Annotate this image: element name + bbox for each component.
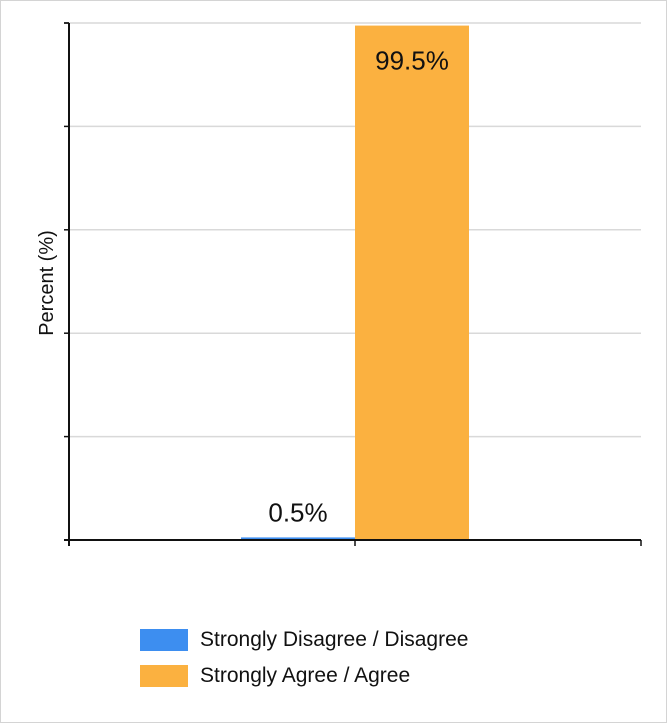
legend-swatch-disagree (140, 629, 188, 651)
legend: Strongly Disagree / Disagree Strongly Ag… (140, 627, 468, 699)
y-axis-label: Percent (%) (36, 230, 58, 336)
bars (241, 25, 469, 540)
data-label-agree: 99.5% (375, 46, 449, 76)
legend-label-agree: Strongly Agree / Agree (200, 664, 411, 687)
bar-disagree (241, 537, 355, 540)
bar-agree (355, 25, 469, 540)
data-labels: 0.5% 99.5% (268, 46, 449, 528)
legend-item-agree: Strongly Agree / Agree (140, 663, 468, 689)
legend-swatch-agree (140, 665, 188, 687)
axes (64, 22, 642, 546)
bar-chart: 0.5% 99.5% Percent (%) (36, 22, 642, 546)
legend-item-disagree: Strongly Disagree / Disagree (140, 627, 468, 653)
data-label-disagree: 0.5% (268, 497, 327, 527)
legend-label-disagree: Strongly Disagree / Disagree (200, 628, 469, 651)
